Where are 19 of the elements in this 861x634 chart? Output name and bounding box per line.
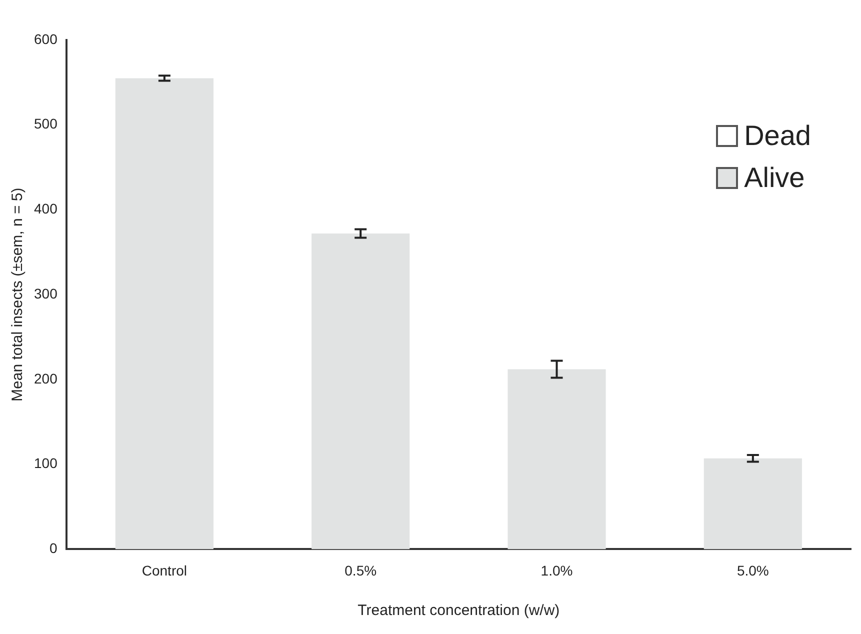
y-tick-label: 400	[34, 200, 58, 217]
bar	[312, 233, 410, 550]
x-axis-title: Treatment concentration (w/w)	[358, 602, 560, 620]
legend-label: Dead	[744, 120, 811, 152]
x-tick-label: Control	[142, 562, 188, 578]
legend-label: Alive	[744, 162, 805, 194]
y-tick-label: 0	[50, 540, 58, 556]
y-tick-label: 600	[34, 30, 58, 47]
bar	[704, 458, 802, 550]
y-axis-title: Mean total insects (±sem, n = 5)	[9, 188, 26, 402]
y-tick-label: 200	[34, 370, 58, 386]
y-tick-label: 300	[34, 285, 58, 302]
x-tick-label: 0.5%	[344, 562, 377, 578]
bar	[115, 78, 214, 550]
bar	[508, 369, 606, 550]
y-tick-label: 100	[34, 455, 58, 472]
x-tick-label: 1.0%	[540, 562, 573, 578]
y-tick-label: 500	[34, 116, 58, 132]
x-tick-label: 5.0%	[736, 562, 769, 578]
